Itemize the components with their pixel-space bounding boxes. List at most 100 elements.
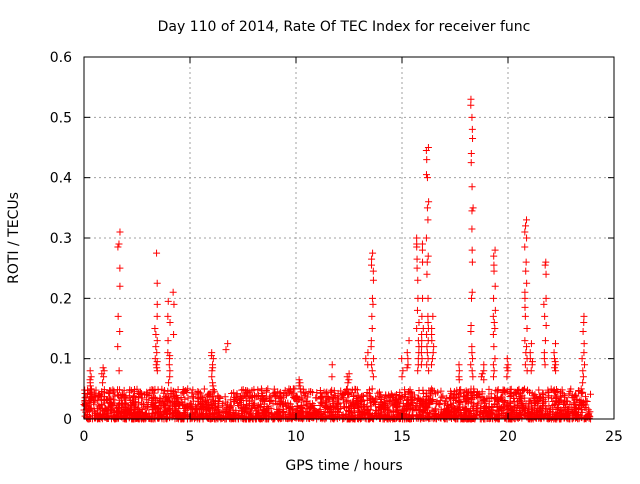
data-point [368,255,376,263]
data-point [166,318,174,326]
data-point [400,402,408,410]
data-point [552,361,560,369]
data-point [86,382,94,390]
data-point [160,401,168,409]
data-point [375,403,383,411]
data-point [153,279,161,287]
data-point [549,398,557,406]
data-point [330,402,338,410]
data-point [128,414,136,422]
data-point [144,390,152,398]
data-point [532,393,540,401]
data-point [282,391,290,399]
data-point [413,234,421,242]
data-point [427,361,435,369]
data-point [258,389,266,397]
data-point [232,393,240,401]
data-point [521,337,529,345]
data-point [478,370,486,378]
data-point [423,393,431,401]
data-point [304,393,312,401]
data-point [263,388,271,396]
data-point [254,393,262,401]
data-point [503,364,511,372]
data-point [521,303,529,311]
data-point [419,386,427,394]
data-point [342,410,350,418]
data-point [417,349,425,357]
data-point [450,413,458,421]
data-point [468,404,476,412]
data-point [467,328,475,336]
data-point [540,300,548,308]
data-points [80,95,595,423]
data-point [481,396,489,404]
data-point [163,397,171,405]
data-point [518,406,526,414]
data-point [242,393,250,401]
data-point [317,414,325,422]
x-tick-label: 10 [287,429,305,445]
data-point [100,373,108,381]
data-point [467,95,475,103]
data-point [369,249,377,257]
data-point [398,355,406,363]
data-point [429,349,437,357]
data-point [288,414,296,422]
data-point [219,400,227,408]
data-point [487,394,495,402]
data-point [86,376,94,384]
data-point [153,396,161,404]
data-point [153,300,161,308]
data-point [404,355,412,363]
data-point [224,340,232,348]
data-point [518,391,526,399]
data-point [209,382,217,390]
data-point [418,411,426,419]
data-point [547,406,555,414]
data-point [403,349,411,357]
data-point [153,358,161,366]
data-point [164,393,172,401]
data-point [153,349,161,357]
data-point [538,412,546,420]
data-point [368,325,376,332]
data-point [344,379,352,387]
data-point [485,385,493,393]
data-point [430,343,438,351]
data-point [99,379,107,387]
data-point [129,392,137,400]
data-point [176,402,184,410]
data-point [553,393,561,401]
data-point [363,389,371,397]
data-point [524,408,532,416]
data-point [230,413,238,421]
data-point [357,397,365,405]
data-point [541,361,549,369]
data-point [563,413,571,421]
data-point [133,385,141,393]
data-point [121,406,129,414]
y-tick-label: 0.6 [50,50,72,66]
data-point [541,312,549,320]
data-point [328,361,336,369]
data-point [95,414,103,422]
data-point [316,387,324,395]
data-point [116,328,124,336]
data-point [522,258,530,266]
data-point [122,392,130,400]
data-point [115,367,123,375]
data-point [414,394,422,402]
data-point [428,331,436,339]
data-point [539,389,547,397]
data-point [425,399,433,407]
data-point [491,306,499,314]
data-point [165,379,173,387]
data-point [467,159,475,167]
data-point [540,355,548,363]
data-point [510,394,518,402]
data-point [360,402,368,410]
data-point [560,399,568,407]
data-point [126,411,134,419]
data-point [192,405,200,413]
